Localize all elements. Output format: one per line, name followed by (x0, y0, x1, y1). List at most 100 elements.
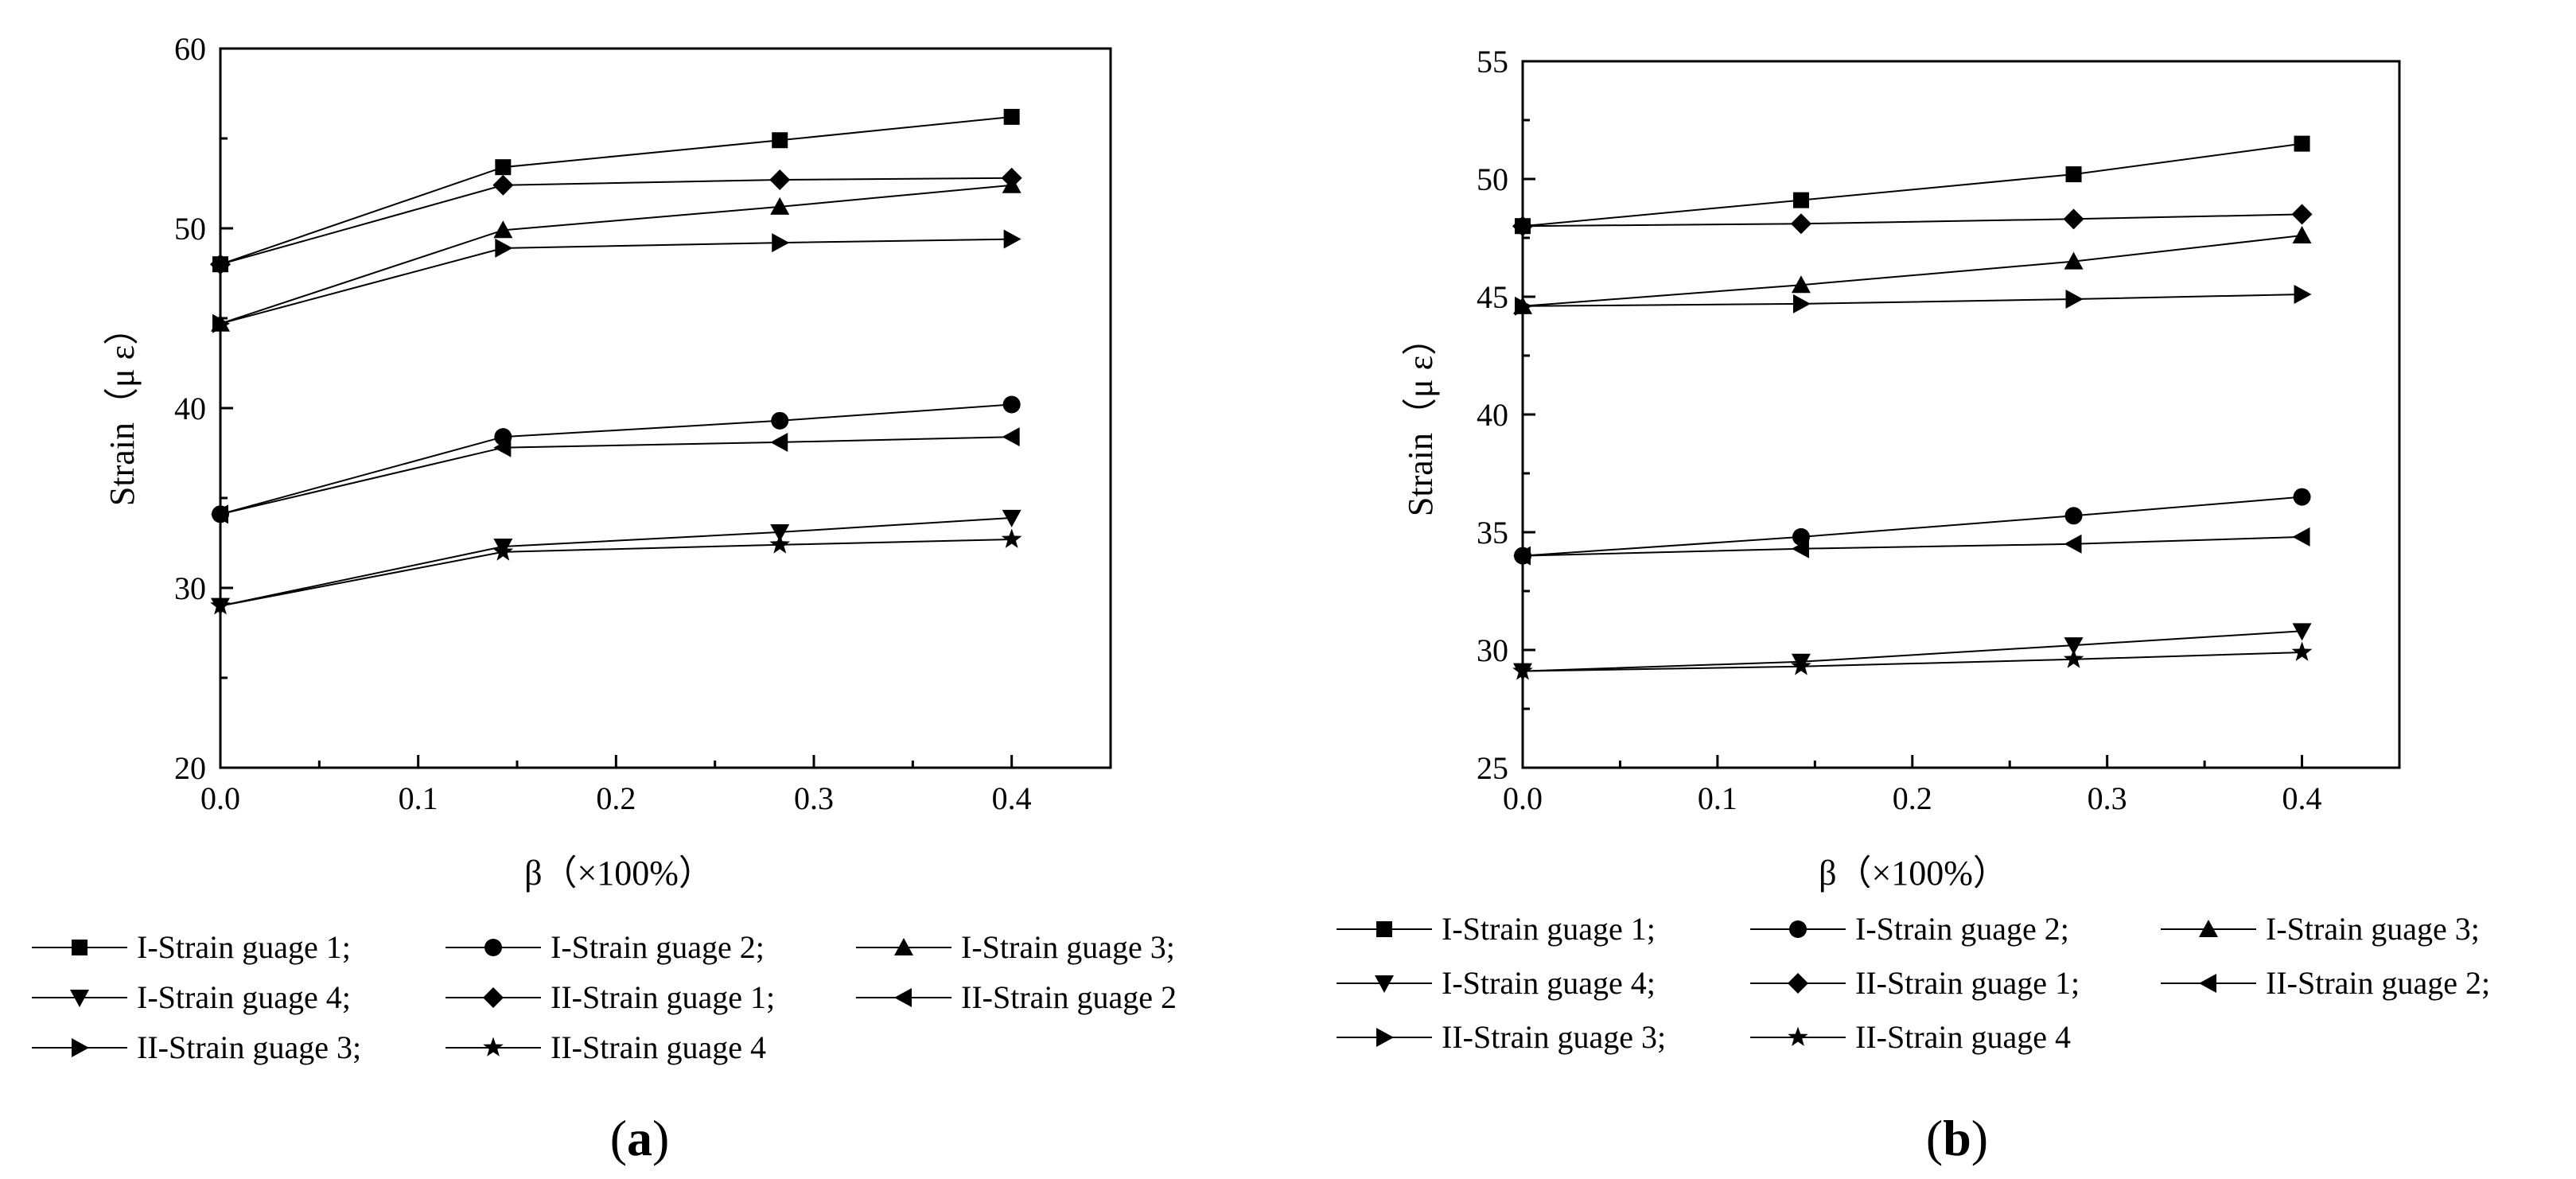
series-ii-strain-guage-3 (212, 229, 1021, 333)
legend-marker-triangle-right (1376, 1028, 1394, 1047)
series-line-i-strain-guage-3 (220, 184, 1012, 325)
data-point-ii-strain-guage-3 (2065, 289, 2084, 309)
legend-marker-diamond (1788, 973, 1808, 994)
data-point-ii-strain-guage-4 (2291, 641, 2313, 661)
panel-label-a: (a) (610, 1110, 670, 1166)
data-point-ii-strain-guage-4 (2063, 648, 2084, 668)
series-line-ii-strain-guage-3 (1522, 294, 2302, 307)
legend-item-i-strain-guage-1: I-Strain guage 1; (1337, 911, 1656, 947)
legend-label: II-Strain guage 1; (1855, 965, 2080, 1001)
y-axis-a: 20 30 40 50 60 (174, 31, 233, 786)
legend-marker-circle (1789, 920, 1807, 938)
legend-label: I-Strain guage 3; (961, 929, 1175, 965)
legend-item-ii-strain-guage-4: II-Strain guage 4 (446, 1029, 766, 1065)
data-point-i-strain-guage-2 (2293, 488, 2311, 506)
data-point-i-strain-guage-1 (1792, 192, 1809, 208)
series-ii-strain-guage-2 (211, 427, 1020, 524)
data-point-ii-strain-guage-1 (1001, 167, 1022, 189)
y-tick-label: 60 (174, 31, 206, 67)
x-tick-label: 0.2 (1893, 780, 1932, 816)
series-line-i-strain-guage-3 (1522, 235, 2302, 307)
x-tick-label: 0.0 (1503, 780, 1543, 816)
legend-label: II-Strain guage 3; (137, 1029, 361, 1065)
data-point-i-strain-guage-4 (770, 523, 790, 542)
y-axis-b: 25 30 35 40 45 50 55 (1477, 44, 1535, 786)
legend-label: II-Strain guage 4 (551, 1029, 766, 1065)
legend-label: I-Strain guage 4; (1442, 965, 1656, 1001)
x-tick-label: 0.2 (596, 780, 636, 816)
data-point-ii-strain-guage-4 (1001, 528, 1022, 548)
legend-item-ii-strain-guage-3: II-Strain guage 3; (32, 1029, 361, 1065)
y-tick-label: 20 (174, 750, 206, 786)
data-point-i-strain-guage-4 (2064, 637, 2084, 656)
data-point-ii-strain-guage-2 (1002, 427, 1020, 447)
data-point-ii-strain-guage-3 (1792, 294, 1811, 313)
legend-label: II-Strain guage 2; (2266, 965, 2490, 1001)
legend-marker-star (483, 1037, 504, 1056)
x-axis-label-b: β（×100%） (1819, 854, 2008, 893)
legend-item-i-strain-guage-4: I-Strain guage 4; (32, 979, 351, 1015)
y-tick-label: 40 (1477, 397, 1508, 433)
data-point-ii-strain-guage-1 (492, 174, 514, 196)
y-axis-label-b: Strain（μ ε） (1401, 321, 1440, 516)
y-axis-label-a: Strain（μ ε） (103, 310, 142, 506)
legend-marker-diamond (483, 987, 504, 1008)
data-point-ii-strain-guage-4 (492, 541, 514, 561)
legend-item-i-strain-guage-3: I-Strain guage 3; (856, 929, 1175, 965)
x-axis-a: 0.0 0.1 0.2 0.3 0.4 (200, 755, 1032, 816)
y-tick-label: 40 (174, 391, 206, 426)
legend-label: I-Strain guage 2; (551, 929, 765, 965)
data-point-i-strain-guage-3 (770, 196, 790, 215)
series-group-b (1512, 135, 2313, 681)
legend-marker-star (1788, 1026, 1808, 1046)
data-point-ii-strain-guage-4 (210, 595, 231, 615)
legend-label: II-Strain guage 3; (1442, 1019, 1666, 1055)
legend-marker-triangle-down (1375, 975, 1394, 993)
legend-marker-triangle-left (894, 988, 912, 1007)
legend-item-ii-strain-guage-4: II-Strain guage 4 (1750, 1019, 2071, 1055)
data-point-i-strain-guage-2 (1002, 395, 1021, 414)
series-i-strain-guage-3 (211, 175, 1021, 332)
legend-marker-square (1376, 921, 1392, 937)
panel-label-b: (b) (1926, 1110, 1988, 1166)
data-point-ii-strain-guage-4 (1791, 656, 1811, 675)
series-line-ii-strain-guage-2 (1522, 535, 2302, 557)
series-i-strain-guage-3 (1513, 226, 2312, 314)
series-i-strain-guage-1 (1515, 135, 2310, 235)
data-point-i-strain-guage-1 (1003, 108, 1020, 125)
series-ii-strain-guage-1 (1512, 204, 2313, 237)
legend-item-ii-strain-guage-3: II-Strain guage 3; (1337, 1019, 1666, 1055)
data-point-i-strain-guage-2 (771, 411, 789, 430)
legend-item-i-strain-guage-1: I-Strain guage 1; (32, 929, 351, 965)
data-point-ii-strain-guage-1 (769, 169, 791, 190)
series-line-i-strain-guage-4 (220, 516, 1012, 607)
legend-item-ii-strain-guage-2: II-Strain guage 2 (856, 979, 1177, 1015)
y-tick-label: 30 (174, 570, 206, 606)
legend-item-i-strain-guage-4: I-Strain guage 4; (1337, 965, 1656, 1001)
legend-a: I-Strain guage 1; I-Strain guage 2; I-Stra… (32, 929, 1177, 1065)
data-point-i-strain-guage-3 (2064, 251, 2084, 270)
series-line-ii-strain-guage-3 (220, 238, 1012, 325)
series-line-ii-strain-guage-1 (220, 177, 1012, 266)
data-point-ii-strain-guage-1 (1512, 216, 1533, 237)
data-point-ii-strain-guage-3 (1003, 229, 1021, 249)
legend-item-i-strain-guage-2: I-Strain guage 2; (446, 929, 765, 965)
legend-marker-triangle-up (2199, 920, 2218, 937)
series-line-i-strain-guage-1 (220, 115, 1012, 266)
legend-label: I-Strain guage 1; (1442, 911, 1656, 947)
data-point-ii-strain-guage-2 (1513, 546, 1531, 566)
data-point-i-strain-guage-4 (1002, 509, 1021, 527)
y-tick-label: 30 (1477, 632, 1508, 668)
data-point-ii-strain-guage-2 (211, 504, 228, 524)
data-point-ii-strain-guage-1 (2063, 208, 2084, 230)
series-ii-strain-guage-4 (1512, 641, 2313, 680)
data-point-ii-strain-guage-2 (493, 438, 512, 457)
series-line-ii-strain-guage-2 (220, 436, 1012, 516)
series-line-ii-strain-guage-1 (1522, 213, 2302, 228)
data-point-i-strain-guage-3 (493, 220, 513, 239)
legend-label: I-Strain guage 1; (137, 929, 351, 965)
legend-item-ii-strain-guage-1: II-Strain guage 1; (1750, 965, 2080, 1001)
chart-panel-a: 20 30 40 50 60 0.0 0.1 0.2 0.3 0.4 Strain（μ ε） β… (32, 31, 1177, 1166)
data-point-ii-strain-guage-1 (210, 254, 231, 275)
